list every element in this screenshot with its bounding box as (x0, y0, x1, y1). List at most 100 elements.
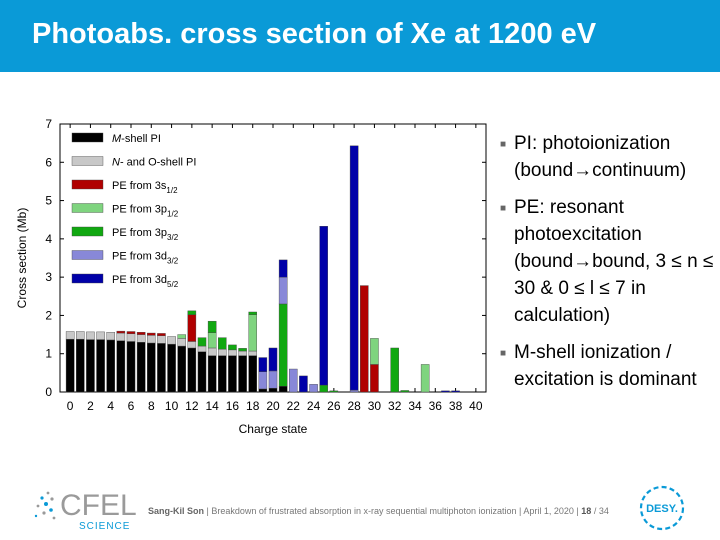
bar-segment-no_pi (76, 331, 85, 340)
y-tick-label: 2 (45, 308, 52, 322)
bar-segment-no_pi (197, 345, 207, 353)
legend-label: PE from 3s1/2 (112, 180, 178, 195)
bullet-text: PI: photoionization (bound→continuum) (514, 133, 687, 181)
title-bar: Photoabs. cross section of Xe at 1200 eV (0, 0, 720, 72)
bar-segment-pe_3d32 (309, 384, 318, 393)
x-axis-label: Charge state (239, 422, 308, 436)
x-tick-label: 16 (226, 399, 240, 413)
bar-segment-m_pi (65, 338, 75, 393)
bar-segment-pe_3p12 (420, 364, 430, 393)
bar-segment-pe_3p32 (238, 348, 247, 352)
legend-label: PE from 3d5/2 (112, 274, 179, 289)
bar-segment-m_pi (116, 340, 126, 393)
bar-segment-pe_3p32 (207, 320, 217, 333)
bar-segment-pe_3d52 (278, 259, 288, 278)
x-tick-label: 6 (128, 399, 135, 413)
cfel-logo-subtext: SCIENCE (79, 521, 131, 532)
bar-segment-pe_3d32 (268, 370, 278, 389)
bar-segment-m_pi (207, 355, 217, 393)
bar-segment-pe_3p32 (400, 390, 410, 393)
bar-segment-pe_3d32 (349, 389, 359, 393)
x-tick-label: 32 (388, 399, 402, 413)
bar-segment-no_pi (177, 338, 186, 347)
bar-segment-m_pi (218, 355, 227, 393)
y-tick-label: 4 (45, 232, 52, 246)
legend-label: PE from 3p1/2 (112, 204, 179, 219)
bar-segment-pe_3d32 (289, 368, 298, 393)
page-total: / 34 (593, 506, 609, 516)
bar-segment-pe_3p32 (228, 344, 237, 351)
bar-segment-pe_3s (157, 333, 166, 336)
bar-segment-m_pi (228, 355, 237, 393)
legend-swatch-pe_3p32 (71, 226, 104, 237)
y-tick-label: 7 (45, 117, 52, 131)
bar-segment-pe_3d52 (441, 390, 450, 393)
legend-swatch-m_pi (71, 132, 104, 143)
bar-segment-m_pi (278, 386, 288, 393)
bar-segment-no_pi (86, 331, 95, 340)
bullet-item: ■ PE: resonant photoexcitation (bound→bo… (500, 194, 715, 329)
slide-title: Photoabs. cross section of Xe at 1200 eV (32, 18, 597, 50)
bar-segment-pe_3p32 (329, 390, 339, 393)
bar-segment-m_pi (238, 355, 247, 393)
bar-segment-no_pi (218, 348, 227, 356)
bar-segment-pe_3p32 (187, 310, 197, 315)
bar-segment-pe_3d32 (258, 371, 268, 390)
bar-segment-pe_3p32 (197, 337, 207, 347)
bullet-item: ■ PI: photoionization (bound→continuum) (500, 130, 715, 184)
x-tick-label: 36 (429, 399, 443, 413)
legend-label: PE from 3d3/2 (112, 251, 179, 266)
bar-segment-no_pi (106, 332, 115, 341)
legend-swatch-no_pi (71, 156, 104, 166)
bullet-text: M-shell ionization / excitation is domin… (514, 342, 697, 390)
x-tick-label: 24 (307, 399, 321, 413)
x-tick-label: 38 (449, 399, 463, 413)
bar-segment-m_pi (258, 388, 268, 393)
bar-segment-m_pi (106, 339, 115, 393)
bar-segment-pe_3s (147, 332, 156, 336)
footer-separator: | (206, 506, 209, 516)
bar-segment-no_pi (65, 331, 75, 340)
bar-segment-m_pi (197, 351, 207, 393)
bar-segment-pe_3d52 (299, 375, 308, 393)
legend-label: M-shell PI (112, 133, 161, 145)
x-tick-label: 26 (327, 399, 341, 413)
bar-segment-no_pi (96, 331, 105, 340)
legend-label: PE from 3p3/2 (112, 227, 179, 242)
bar-segment-pe_3p32 (248, 311, 257, 315)
bar-segment-pe_3s (126, 331, 136, 335)
bar-segment-pe_3p32 (218, 337, 227, 350)
cfel-logo-text: CFEL (60, 489, 137, 522)
bar-segment-pe_3s (116, 330, 126, 334)
bar-segment-pe_3s (360, 285, 369, 393)
bullet-text: PE: resonant photoexcitation (bound→boun… (514, 197, 714, 326)
bar-segment-no_pi (136, 334, 146, 343)
legend-swatch-pe_3d52 (71, 273, 104, 284)
bar-segment-pe_3d52 (349, 145, 359, 391)
y-tick-label: 5 (45, 194, 52, 208)
bar-segment-pe_3d52 (451, 390, 460, 393)
footer-text: Breakdown of frustrated absorption in x-… (211, 506, 579, 516)
x-tick-label: 8 (148, 399, 155, 413)
bar-segment-pe_3d52 (258, 357, 268, 372)
bar-segment-pe_3p12 (370, 338, 379, 365)
page-number: 18 (581, 506, 592, 516)
bar-segment-m_pi (76, 338, 85, 393)
bar-segment-m_pi (157, 343, 166, 393)
bar-segment-pe_3s (136, 332, 146, 335)
bar-segment-m_pi (96, 339, 105, 393)
bar-segment-no_pi (157, 335, 166, 344)
cfel-dots-icon (34, 491, 56, 520)
bar-segment-m_pi (248, 355, 257, 393)
x-tick-label: 12 (185, 399, 199, 413)
x-tick-label: 22 (287, 399, 301, 413)
x-tick-label: 28 (347, 399, 361, 413)
y-tick-label: 1 (45, 347, 52, 361)
bar-segment-no_pi (248, 350, 257, 356)
bullet-item: ■ M-shell ionization / excitation is dom… (500, 339, 715, 393)
x-tick-label: 40 (469, 399, 483, 413)
bar-segment-pe_3s (370, 364, 379, 393)
x-tick-label: 20 (266, 399, 280, 413)
bullet-list: ■ PI: photoionization (bound→continuum) … (500, 130, 715, 403)
